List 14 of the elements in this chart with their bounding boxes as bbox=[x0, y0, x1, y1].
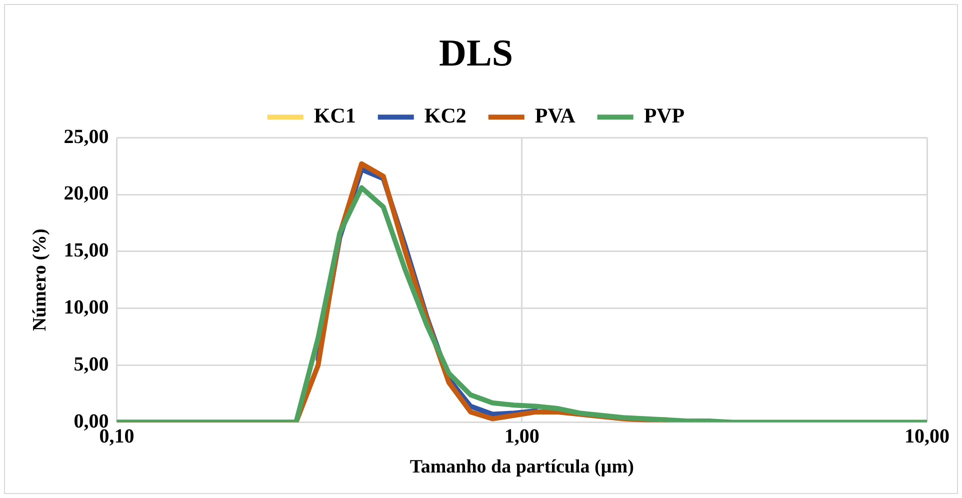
chart-title: DLS bbox=[439, 32, 513, 75]
y-tick-label: 15,00 bbox=[64, 240, 109, 262]
x-tick-label: 1,00 bbox=[504, 425, 540, 448]
y-tick-label: 10,00 bbox=[64, 296, 109, 319]
y-axis-title: Número (%) bbox=[29, 228, 50, 332]
legend-label: KC1 bbox=[314, 104, 356, 128]
legend-label: KC2 bbox=[424, 104, 466, 128]
x-tick-label: 10,00 bbox=[904, 425, 950, 448]
legend-label: PVP bbox=[644, 104, 685, 128]
y-tick-label: 5,00 bbox=[74, 353, 109, 376]
x-axis-title: Tamanho da partícula (µm) bbox=[410, 456, 634, 478]
y-tick-label: 25,00 bbox=[64, 126, 109, 148]
legend-label: PVA bbox=[534, 104, 576, 128]
y-tick-label: 20,00 bbox=[64, 182, 109, 205]
